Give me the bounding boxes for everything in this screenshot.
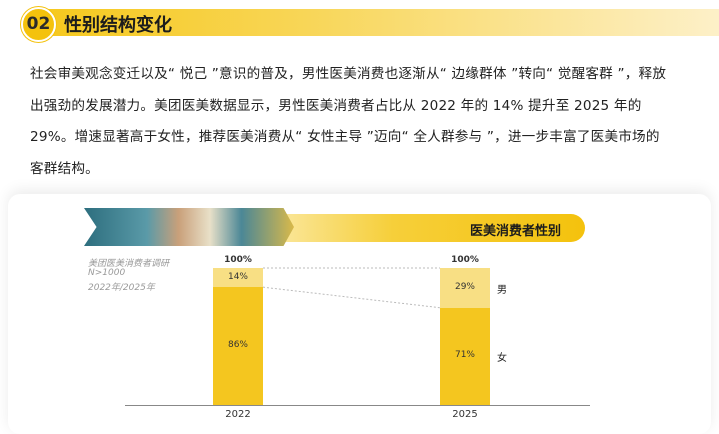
body-paragraph: 社会审美观念变迁以及“ 悦己 ”意识的普及，男性医美消费也逐渐从“ 边缘群体 ”… [30, 66, 667, 177]
section-header-bar [36, 9, 719, 36]
source-note: 美团医美消费者调研 [88, 259, 170, 269]
connector-split [262, 286, 441, 309]
sample-note: N>1000 [88, 268, 126, 278]
data-label: 71% [454, 350, 475, 361]
bar-2025-男 [440, 268, 490, 308]
chart-title: 医美消费者性别 [470, 224, 562, 239]
legend-女: 女 [497, 353, 507, 365]
data-label: 29% [454, 281, 475, 292]
bar-2025-女 [440, 307, 490, 405]
total-label: 100% [451, 255, 479, 265]
bar-2022-女 [213, 287, 263, 405]
banner-photo [84, 208, 294, 246]
years-note: 2022年/2025年 [88, 283, 155, 293]
section-number-badge: 02 [21, 7, 56, 42]
bar-2022-男 [213, 268, 263, 288]
section-title: 性别结构变化 [64, 15, 172, 36]
data-label: 86% [227, 340, 248, 351]
data-label: 14% [227, 271, 248, 282]
legend-男: 男 [497, 284, 507, 296]
x-tick-label: 2025 [452, 409, 478, 420]
x-tick-label: 2022 [225, 409, 251, 420]
total-label: 100% [224, 255, 252, 265]
